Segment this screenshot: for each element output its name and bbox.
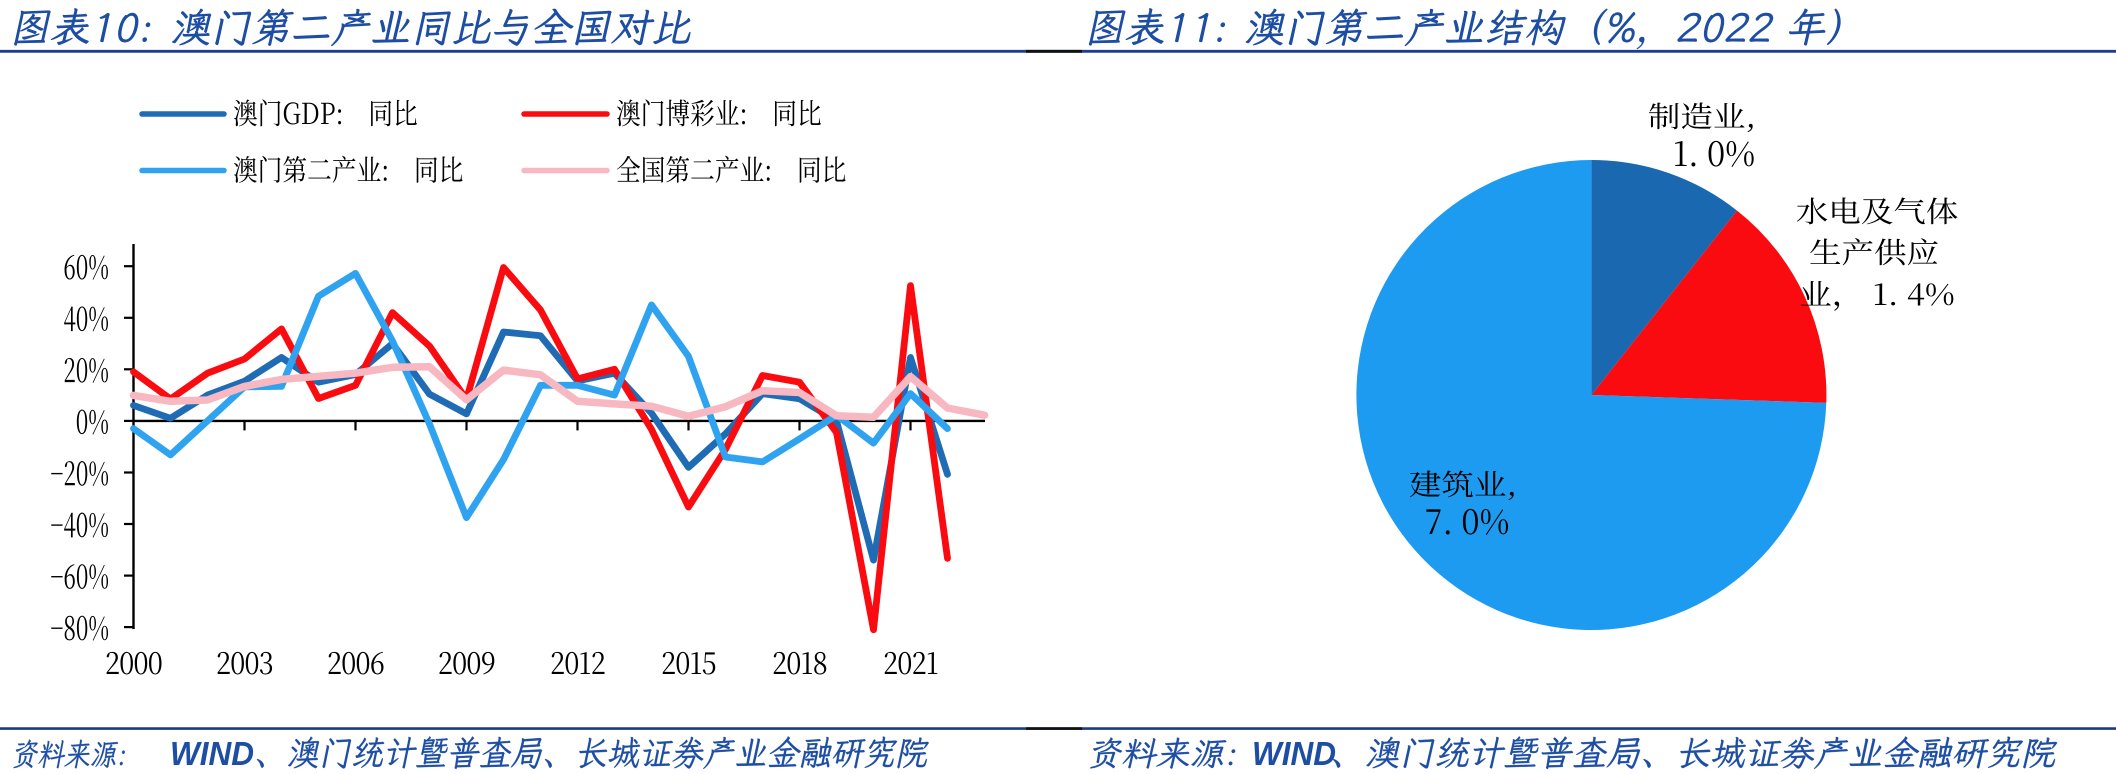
svg-text:WIND: WIND [1252,735,1336,772]
svg-text:WIND: WIND [170,735,254,772]
